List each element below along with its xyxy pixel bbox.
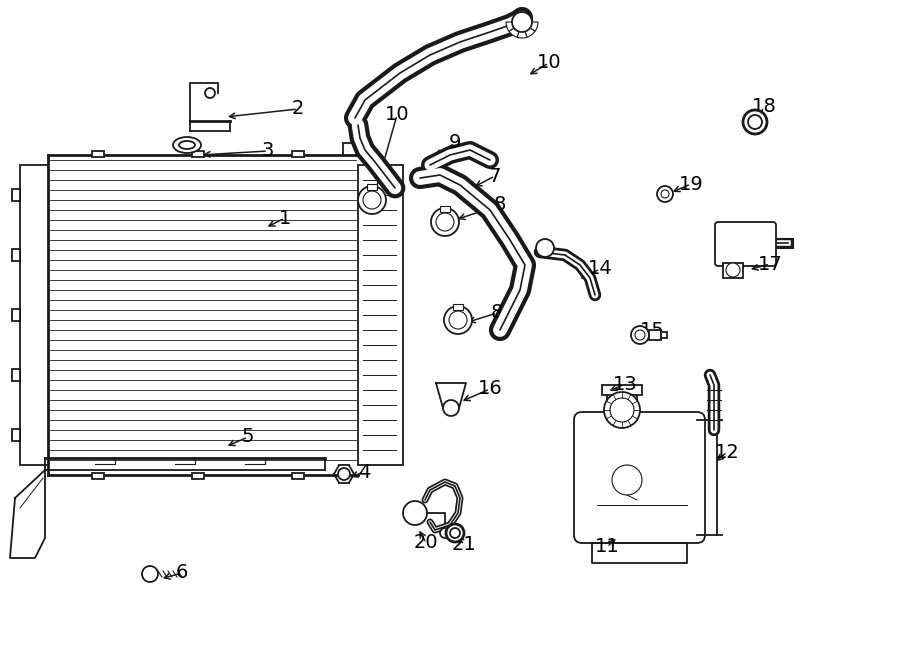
Bar [343, 143, 358, 155]
Circle shape [610, 398, 634, 422]
Bar [20, 165, 48, 465]
Circle shape [446, 524, 464, 542]
Circle shape [604, 392, 640, 428]
Circle shape [363, 191, 381, 209]
Circle shape [657, 186, 673, 202]
Bar [453, 304, 463, 310]
Text: 8: 8 [491, 303, 503, 323]
Text: 6: 6 [176, 563, 188, 582]
Bar [602, 385, 642, 395]
Circle shape [403, 501, 427, 525]
Bar [192, 151, 204, 157]
Text: 10: 10 [384, 106, 410, 124]
Text: 17: 17 [758, 254, 782, 274]
Text: 16: 16 [478, 379, 502, 399]
Bar [192, 473, 204, 479]
Bar [12, 249, 20, 261]
Text: 8: 8 [494, 196, 506, 215]
Circle shape [612, 465, 642, 495]
Circle shape [205, 88, 215, 98]
Text: 4: 4 [358, 463, 370, 481]
Circle shape [726, 263, 740, 277]
Text: 2: 2 [292, 100, 304, 118]
Circle shape [449, 311, 467, 329]
Circle shape [142, 566, 158, 582]
Circle shape [338, 468, 350, 480]
Bar [358, 165, 403, 465]
Bar [92, 473, 104, 479]
Circle shape [431, 208, 459, 236]
Bar [661, 332, 667, 338]
Text: 11: 11 [595, 537, 619, 557]
Circle shape [748, 115, 762, 129]
Bar [607, 392, 637, 420]
Circle shape [440, 528, 450, 538]
Bar [92, 151, 104, 157]
Circle shape [661, 190, 669, 198]
Bar [292, 473, 304, 479]
Text: 3: 3 [262, 141, 274, 161]
Text: 19: 19 [679, 175, 704, 194]
Text: 13: 13 [613, 375, 637, 393]
Text: 5: 5 [242, 428, 254, 446]
Bar [12, 309, 20, 321]
Text: 7: 7 [489, 167, 501, 186]
Circle shape [450, 528, 460, 538]
Text: 1: 1 [279, 208, 292, 227]
Text: 20: 20 [414, 533, 438, 553]
Text: 12: 12 [715, 442, 740, 461]
Bar [12, 429, 20, 441]
Wedge shape [522, 22, 535, 37]
Text: 14: 14 [588, 260, 612, 278]
Circle shape [436, 213, 454, 231]
FancyBboxPatch shape [574, 412, 705, 543]
Circle shape [443, 400, 459, 416]
FancyBboxPatch shape [715, 222, 776, 266]
Text: 18: 18 [752, 98, 777, 116]
Wedge shape [506, 22, 522, 32]
Text: 10: 10 [536, 54, 562, 73]
Circle shape [631, 326, 649, 344]
Bar [12, 189, 20, 201]
Text: 21: 21 [452, 535, 476, 555]
Wedge shape [522, 22, 538, 32]
Ellipse shape [173, 137, 201, 153]
Bar [440, 206, 450, 212]
Text: 9: 9 [449, 134, 461, 153]
Ellipse shape [179, 141, 195, 149]
Bar [367, 184, 377, 190]
Wedge shape [518, 22, 526, 38]
Circle shape [358, 186, 386, 214]
Circle shape [444, 306, 472, 334]
Wedge shape [509, 22, 522, 37]
Circle shape [635, 330, 645, 340]
Bar [12, 369, 20, 381]
Text: 15: 15 [640, 321, 664, 340]
Circle shape [743, 110, 767, 134]
Bar [649, 330, 661, 340]
Circle shape [512, 12, 532, 32]
Bar [292, 151, 304, 157]
Bar [723, 263, 743, 278]
Circle shape [536, 239, 554, 257]
